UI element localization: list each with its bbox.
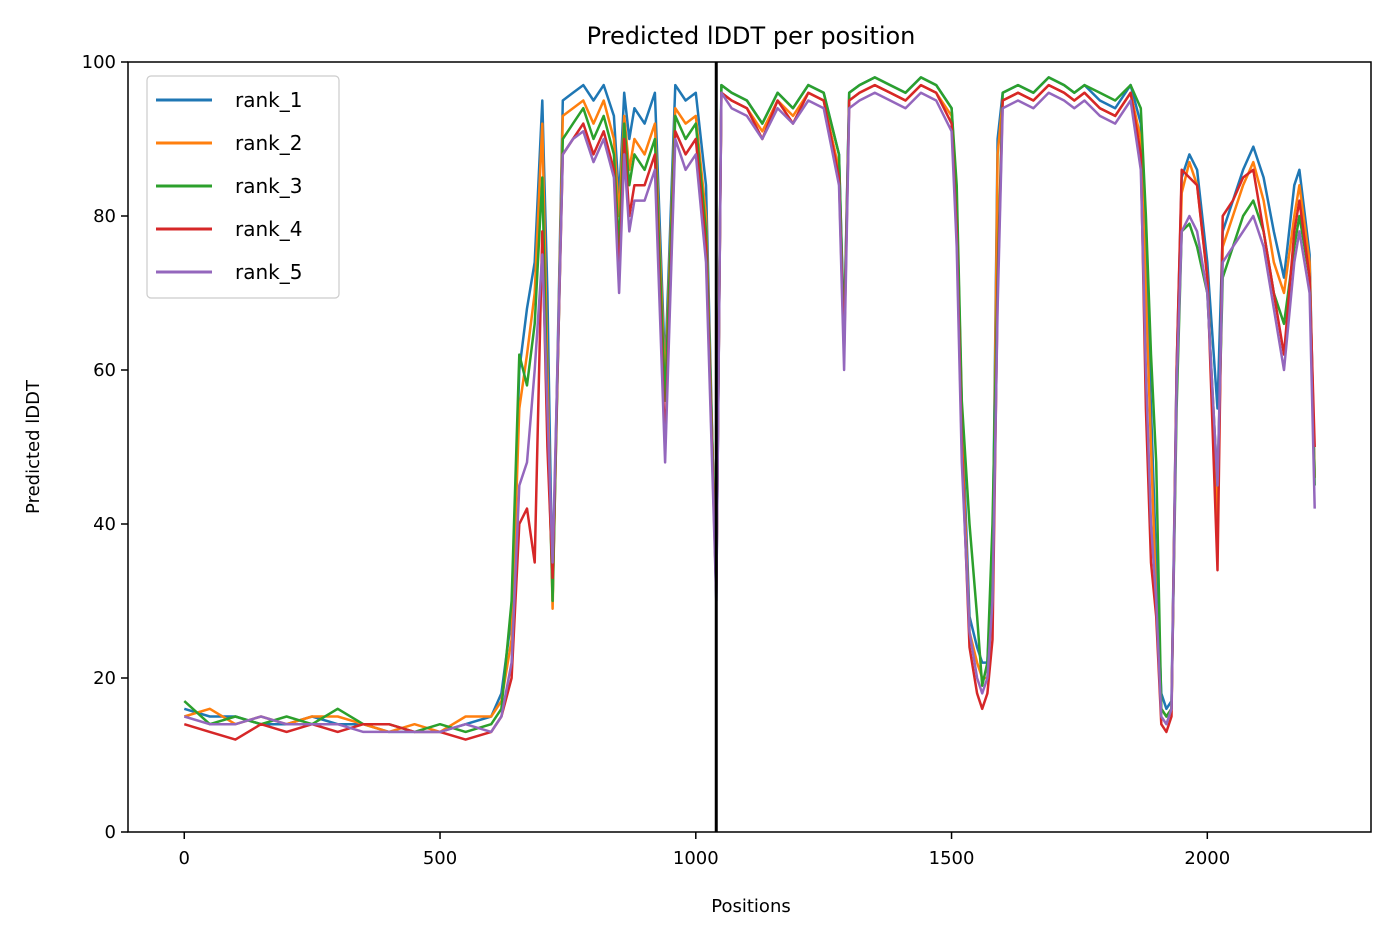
legend-label-rank_5: rank_5 (235, 260, 302, 284)
plot-frame (127, 61, 1372, 833)
legend-box (146, 75, 340, 299)
y-tick-label: 40 (93, 514, 116, 535)
y-tick-label: 20 (93, 668, 116, 689)
x-axis: 0 500 1000 1500 2000 (179, 832, 1230, 869)
plot-area (183, 62, 1316, 832)
series-line-rank_5 (183, 91, 1316, 734)
legend: rank_1 rank_2 rank_3 rank_4 rank_5 (146, 75, 340, 299)
y-axis: 0 20 40 60 80 100 (82, 52, 128, 843)
legend-label-rank_3: rank_3 (235, 174, 302, 198)
y-tick-label: 0 (105, 822, 116, 843)
x-tick-label: 1000 (673, 848, 719, 869)
x-tick-label: 500 (423, 848, 457, 869)
y-tick-label: 100 (82, 52, 116, 73)
x-tick-label: 2000 (1184, 848, 1230, 869)
y-axis-label: Predicted lDDT (23, 379, 44, 514)
legend-label-rank_1: rank_1 (235, 88, 302, 112)
y-tick-label: 60 (93, 360, 116, 381)
x-tick-label: 1500 (929, 848, 975, 869)
legend-label-rank_2: rank_2 (235, 131, 302, 155)
y-tick-label: 80 (93, 206, 116, 227)
legend-label-rank_4: rank_4 (235, 217, 302, 241)
chart-title: Predicted lDDT per position (587, 22, 916, 50)
x-axis-label: Positions (711, 896, 790, 917)
x-tick-label: 0 (179, 848, 190, 869)
